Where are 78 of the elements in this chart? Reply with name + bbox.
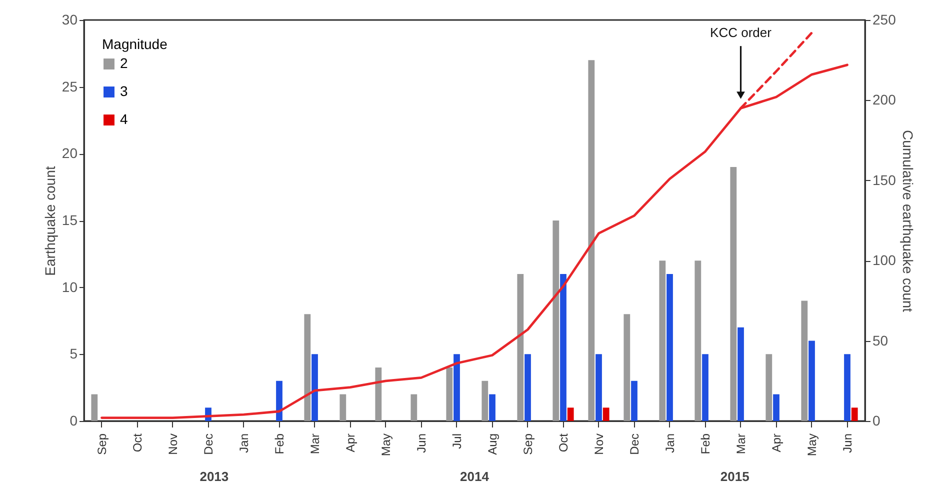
y2-tick-label: 150 — [872, 172, 896, 188]
x-tick-label: Mar — [308, 434, 322, 454]
bar — [312, 354, 318, 421]
y2-axis-title: Cumulative earthquake count — [900, 130, 916, 312]
y2-tick-label: 100 — [872, 252, 896, 268]
y-tick-label: 15 — [62, 212, 78, 228]
bar — [304, 314, 311, 421]
x-tick-label: Jul — [450, 434, 464, 449]
bar — [766, 354, 772, 421]
legend-label: 3 — [120, 83, 128, 99]
x-tick-label: May — [804, 434, 819, 456]
x-tick-label: Oct — [130, 432, 144, 452]
bar — [666, 274, 673, 421]
x-tick-label: Nov — [166, 434, 180, 455]
bar — [738, 327, 744, 421]
bar — [517, 274, 524, 421]
bar — [659, 260, 666, 421]
bar — [446, 368, 453, 421]
bar — [596, 354, 602, 421]
bar — [702, 354, 708, 421]
bar — [375, 368, 382, 421]
annotation: KCC order — [710, 25, 772, 40]
y-tick-label: 20 — [62, 145, 78, 162]
x-tick-label: Apr — [769, 434, 784, 452]
x-tick-label: Sep — [94, 433, 109, 455]
bar — [730, 167, 737, 421]
x-tick-label: Oct — [556, 432, 570, 452]
y2-tick-label: 250 — [872, 12, 896, 28]
bar — [91, 394, 98, 421]
bar — [624, 314, 630, 421]
legend-title: Magnitude — [102, 36, 168, 52]
bar — [808, 340, 815, 421]
bar — [602, 408, 610, 421]
text: 2014 — [460, 469, 490, 484]
legend-label: 4 — [120, 111, 128, 127]
x-tick-label: Dec — [627, 434, 642, 455]
x-tick-label: Jan — [236, 434, 251, 453]
bar — [489, 394, 496, 421]
x-tick-label: Jun — [840, 434, 854, 453]
bar — [560, 274, 566, 421]
y2-tick-label: 0 — [872, 412, 880, 428]
x-tick-label: May — [378, 434, 393, 456]
bar — [567, 408, 574, 421]
y2-tick-label: 200 — [872, 92, 896, 108]
bar — [340, 394, 346, 421]
bar — [552, 220, 560, 421]
bar — [276, 380, 282, 421]
bar — [631, 380, 638, 421]
bar — [694, 260, 702, 421]
y-tick-label: 30 — [62, 12, 78, 28]
text: 2015 — [720, 469, 750, 484]
y-tick-label: 0 — [70, 412, 78, 428]
bar — [524, 354, 531, 421]
bar — [588, 60, 595, 421]
bar — [482, 380, 488, 421]
text: 2013 — [200, 469, 229, 484]
x-tick-label: Sep — [520, 433, 535, 455]
y2-tick-label: 50 — [872, 332, 888, 348]
x-tick-label: Nov — [592, 434, 606, 455]
x-tick-label: Dec — [201, 434, 216, 455]
bar — [844, 354, 850, 421]
x-tick-label: Apr — [343, 434, 358, 452]
y-tick-label: 25 — [62, 78, 78, 94]
bar — [410, 394, 418, 421]
y-axis-title: Earthquake count — [42, 166, 58, 276]
y-tick-label: 10 — [62, 278, 78, 295]
y-tick-label: 5 — [70, 346, 78, 362]
bar — [773, 394, 780, 421]
x-tick-label: Mar — [734, 434, 748, 454]
x-tick-label: Jun — [414, 434, 428, 453]
x-tick-label: Feb — [698, 433, 712, 454]
x-tick-label: Feb — [272, 433, 286, 454]
x-tick-label: Jan — [662, 434, 677, 453]
bar — [454, 354, 460, 421]
bar — [851, 408, 858, 421]
bar — [801, 300, 808, 421]
legend-label: 2 — [120, 55, 128, 71]
x-tick-label: Aug — [485, 434, 500, 455]
